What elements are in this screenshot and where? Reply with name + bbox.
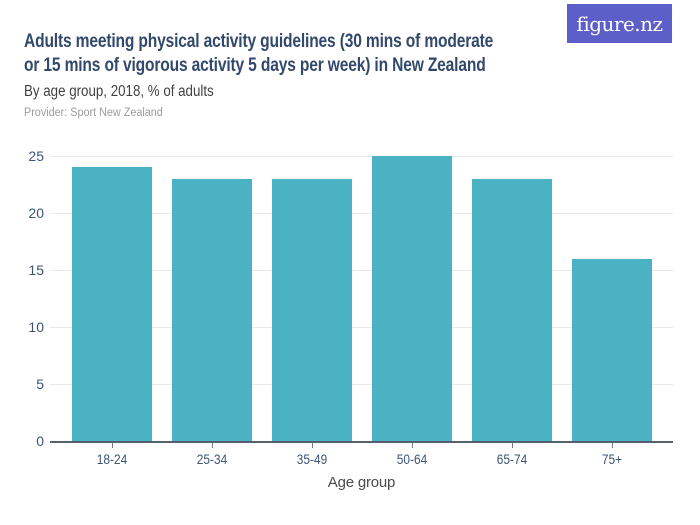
x-axis-tick [612,443,613,448]
bar-35-49 [272,178,352,441]
gridline-5 [50,384,673,385]
y-axis-tick-label: 0 [36,433,44,449]
x-axis-tick-label: 50-64 [396,452,428,467]
x-axis-tick [112,443,113,448]
y-axis-tick-label: 20 [28,205,44,221]
x-axis-tick-label: 75+ [601,452,623,467]
gridline-20 [50,213,673,214]
bar-75+ [572,258,652,441]
x-axis-tick-label: 18-24 [96,452,128,467]
figure-nz-logo[interactable]: figure.nz [567,4,672,43]
y-axis-tick-label: 10 [28,319,44,335]
bar-chart-plot-area: 0 5 10 15 20 25 [28,148,673,449]
gridline-15 [50,270,673,271]
bar-18-24 [72,167,152,441]
x-axis-tick [412,443,413,448]
bar-65-74 [472,178,552,441]
chart-title-line-1: Adults meeting physical activity guideli… [24,31,494,52]
y-axis-tick-label: 15 [28,262,44,278]
x-axis: 18-24 25-34 35-49 50-64 65-74 75+ [50,443,673,473]
x-axis-tick-label: 35-49 [296,452,328,467]
gridline-25 [50,156,673,157]
x-axis-tick-label: 65-74 [496,452,528,467]
x-axis-title: Age group [327,474,396,491]
chart-provider: Provider: Sport New Zealand [24,107,163,119]
chart-subtitle: By age group, 2018, % of adults [24,83,214,100]
x-axis-tick [212,443,213,448]
x-axis-tick [312,443,313,448]
x-axis-tick [512,443,513,448]
gridline-10 [50,327,673,328]
y-axis-tick-label: 25 [28,148,44,164]
x-axis-tick-label: 25-34 [196,452,228,467]
bar-50-64 [372,156,452,441]
y-axis-tick-label: 5 [36,376,44,392]
bar-25-34 [172,178,252,441]
chart-title-line-2: or 15 mins of vigorous activity 5 days p… [24,55,486,76]
chart-title: Adults meeting physical activity guideli… [24,30,596,78]
